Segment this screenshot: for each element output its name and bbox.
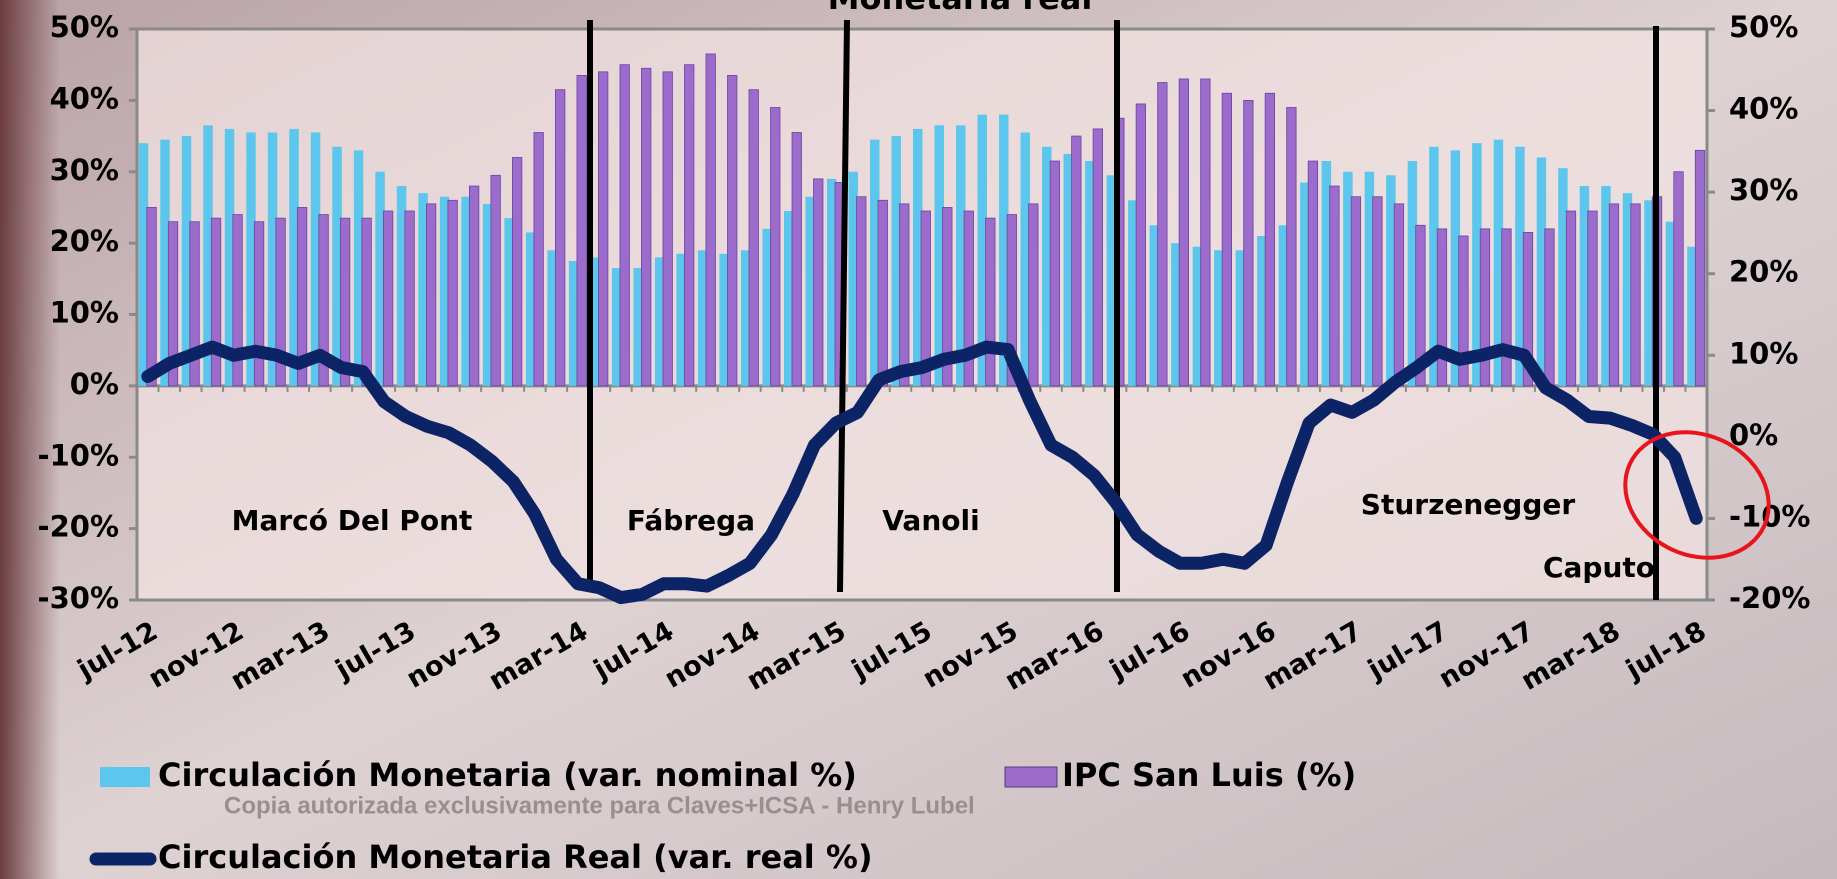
bar [792,132,801,385]
legend-swatch [1005,767,1057,787]
bar [555,90,564,386]
y-tick-label: 30% [50,153,119,187]
y-tick-label: 50% [50,10,119,44]
legend-label: Circulación Monetaria (var. nominal %) [158,756,857,794]
bar [1179,79,1188,386]
chart-title: Monetaria real [828,0,1093,17]
bar [857,197,866,386]
annotation: Fábrega [627,504,755,537]
y-tick-label: -30% [38,581,119,615]
bar [684,65,693,386]
bar [1072,136,1081,386]
bar [1158,83,1167,386]
bar [814,179,823,386]
bar [1351,197,1360,386]
bar [405,211,414,386]
bar [1244,100,1253,386]
bar [469,186,478,386]
bar [1029,204,1038,386]
bar [362,218,371,386]
bar [383,211,392,386]
bar [147,207,156,385]
bar [448,200,457,386]
chart: Monetaria real -30% -20% -10% 0% 10% 20% 30% 40… [0,0,1837,879]
bar [1136,104,1145,386]
bar [1674,172,1683,386]
y-tick-label: 20% [50,224,119,258]
legend-swatch [100,767,150,787]
bar [426,204,435,386]
y-tick-label: 10% [50,296,119,330]
y2-tick-label: 30% [1729,173,1798,207]
bar [534,132,543,385]
bar [1545,229,1554,386]
annotation: Marcó Del Pont [232,504,473,537]
legend-label: Circulación Monetaria Real (var. real %) [158,838,873,876]
annotation: Caputo [1543,551,1655,584]
legend-label: IPC San Luis (%) [1062,756,1356,794]
bar [706,54,715,386]
bar [663,72,672,386]
y-tick-label: -10% [38,438,119,472]
y-tick-label: 40% [50,81,119,115]
bar [1201,79,1210,386]
bar [749,90,758,386]
bar [211,218,220,386]
bar [512,157,521,385]
bar [1480,229,1489,386]
bar [1093,129,1102,386]
bar [577,75,586,385]
bar [986,218,995,386]
bar [620,65,629,386]
bar [598,72,607,386]
bar [727,75,736,385]
bar [1265,93,1274,386]
y2-tick-label: 10% [1729,336,1798,370]
watermark: Copia autorizada exclusivamente para Cla… [224,792,975,819]
bar [1308,161,1317,386]
bar [641,68,650,386]
bar [878,200,887,386]
bar [1330,186,1339,386]
annotation: Sturzenegger [1361,488,1576,521]
bar [254,222,263,386]
bar [1609,204,1618,386]
bar [1287,108,1296,386]
bar [1437,229,1446,386]
bar [1222,93,1231,386]
y2-tick-label: -20% [1729,581,1810,615]
bar [1631,204,1640,386]
y-tick-label: -20% [38,510,119,544]
bar [1050,161,1059,386]
bar [1566,211,1575,386]
y2-tick-label: 40% [1729,92,1798,126]
bar [771,108,780,386]
bar [1588,211,1597,386]
annotation: Vanoli [882,504,979,537]
bar [900,204,909,386]
bar [1373,197,1382,386]
bar [1502,229,1511,386]
y2-tick-label: 50% [1729,10,1798,44]
y-tick-label: 0% [70,367,119,401]
bar [1695,150,1704,386]
y2-tick-label: 20% [1729,255,1798,289]
bar [1394,204,1403,386]
bar [491,175,500,386]
